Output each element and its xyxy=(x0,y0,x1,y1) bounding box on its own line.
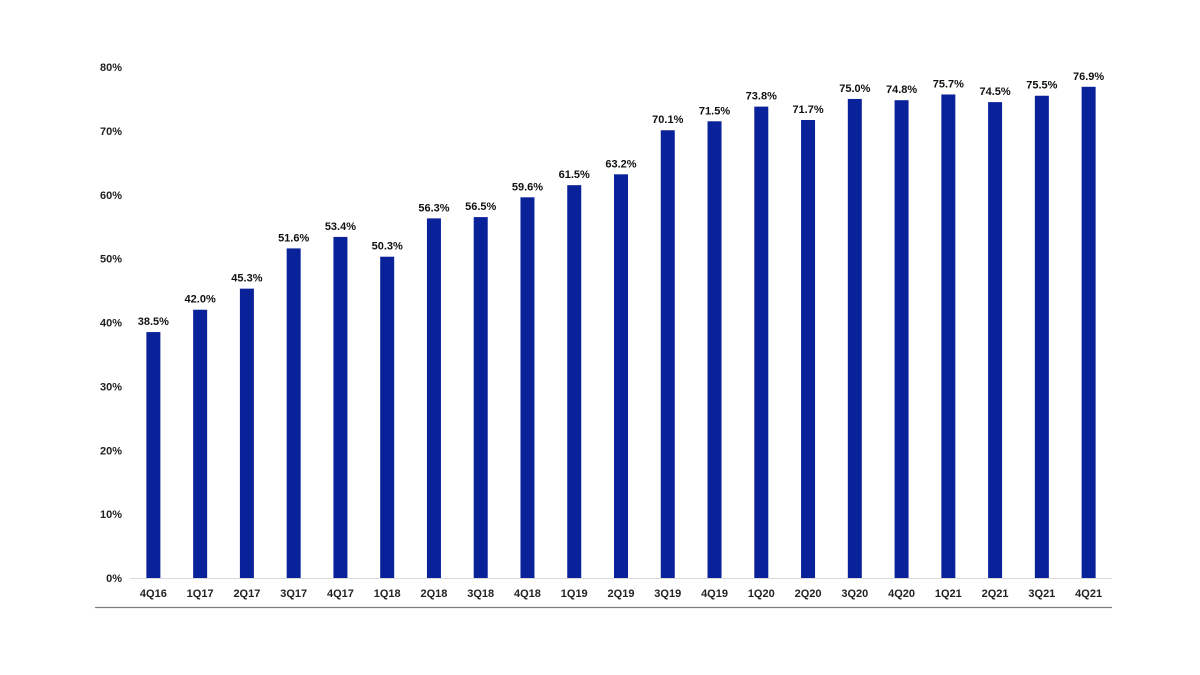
data-labels-group: 38.5% 42.0% 45.3% 51.6% 53.4% 50.3% 56.3% 56.5%… xyxy=(138,71,1105,328)
data-label: 42.0% xyxy=(185,294,216,306)
x-tick-label: 4Q19 xyxy=(701,588,728,600)
x-tick-label: 3Q20 xyxy=(841,588,868,600)
x-tick-label: 3Q18 xyxy=(467,588,494,600)
data-label: 75.0% xyxy=(839,83,870,95)
bar xyxy=(614,174,628,578)
x-tick-label: 1Q20 xyxy=(748,588,775,600)
x-tick-label: 4Q18 xyxy=(514,588,541,600)
y-tick-label: 0% xyxy=(106,573,122,585)
y-tick-label: 40% xyxy=(100,318,122,330)
bar xyxy=(754,106,769,578)
x-tick-label: 2Q21 xyxy=(982,588,1009,600)
data-label: 73.8% xyxy=(746,91,777,103)
data-label: 63.2% xyxy=(605,158,636,170)
data-label: 38.5% xyxy=(138,316,169,328)
bar xyxy=(894,100,909,578)
data-label: 71.5% xyxy=(699,105,730,117)
x-tick-label: 4Q16 xyxy=(140,588,167,600)
bar xyxy=(239,288,254,578)
bars-group xyxy=(146,86,1096,579)
y-tick-label: 50% xyxy=(100,254,122,266)
x-tick-label: 4Q20 xyxy=(888,588,915,600)
data-label: 56.5% xyxy=(465,201,496,213)
x-tick-label: 1Q19 xyxy=(561,588,588,600)
y-tick-label: 60% xyxy=(100,190,122,202)
y-tick-label: 70% xyxy=(100,126,122,138)
data-label: 75.7% xyxy=(933,78,964,90)
x-tick-label: 1Q21 xyxy=(935,588,962,600)
data-label: 51.6% xyxy=(278,232,309,244)
data-label: 56.3% xyxy=(418,202,449,214)
bar xyxy=(1081,86,1096,579)
x-tick-label: 2Q20 xyxy=(795,588,822,600)
data-label: 53.4% xyxy=(325,221,356,233)
y-tick-label: 10% xyxy=(100,509,122,521)
data-label: 50.3% xyxy=(372,241,403,253)
y-tick-label: 20% xyxy=(100,445,122,457)
x-axis: 4Q16 1Q17 2Q17 3Q17 4Q17 1Q18 2Q18 3Q18 4Q18 1Q19… xyxy=(140,588,1102,600)
data-label: 74.5% xyxy=(979,86,1010,98)
bar xyxy=(707,121,722,578)
x-tick-label: 2Q19 xyxy=(608,588,635,600)
x-tick-label: 3Q21 xyxy=(1028,588,1055,600)
y-tick-label: 80% xyxy=(100,62,122,74)
x-tick-label: 3Q19 xyxy=(654,588,681,600)
bar xyxy=(988,102,1003,578)
x-tick-label: 4Q17 xyxy=(327,588,354,600)
x-tick-label: 1Q18 xyxy=(374,588,401,600)
data-label: 70.1% xyxy=(652,114,683,126)
data-label: 59.6% xyxy=(512,181,543,193)
bar xyxy=(426,218,441,579)
data-label: 76.9% xyxy=(1073,71,1104,83)
bar xyxy=(286,248,301,578)
bar xyxy=(380,256,395,578)
bar xyxy=(520,197,535,578)
bar xyxy=(941,94,956,578)
x-tick-label: 3Q17 xyxy=(280,588,307,600)
bar xyxy=(660,130,675,578)
bar xyxy=(333,236,348,578)
data-label: 61.5% xyxy=(559,169,590,181)
x-tick-label: 1Q17 xyxy=(187,588,214,600)
y-tick-label: 30% xyxy=(100,381,122,393)
bar xyxy=(193,309,208,578)
bar xyxy=(1034,95,1049,579)
bar xyxy=(473,217,488,578)
data-label: 45.3% xyxy=(231,273,262,285)
bar xyxy=(567,185,582,578)
bar xyxy=(847,98,862,578)
y-axis: 0% 10% 20% 30% 40% 50% 60% 70% 80% xyxy=(100,62,1112,585)
data-label: 71.7% xyxy=(792,104,823,116)
data-label: 75.5% xyxy=(1026,80,1057,92)
bar xyxy=(146,332,161,578)
x-tick-label: 4Q21 xyxy=(1075,588,1102,600)
x-tick-label: 2Q18 xyxy=(420,588,447,600)
x-tick-label: 2Q17 xyxy=(233,588,260,600)
bar xyxy=(801,120,816,579)
data-label: 74.8% xyxy=(886,84,917,96)
